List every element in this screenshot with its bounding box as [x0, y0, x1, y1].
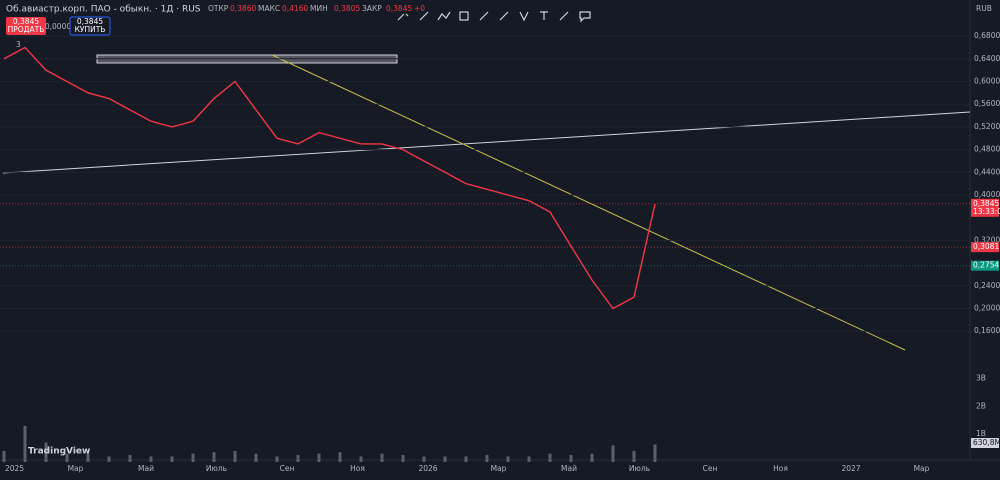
volume-bar [254, 453, 258, 462]
y-tick-label: 0,4400 [974, 167, 1000, 176]
volume-badge-label: 630,8M [973, 438, 1000, 447]
logo: TradingView [28, 447, 90, 457]
ohlc-label: МАКС [258, 4, 280, 13]
buy-button[interactable] [69, 16, 111, 36]
ohlc: ОТКР 0,3860 МАКС 0,4160 МИН 0,3805 ЗАКР 0,3845 +… [208, 4, 425, 13]
volume-bar [317, 453, 321, 462]
time-label: Ноя [350, 464, 365, 473]
time-label: 2027 [841, 464, 860, 473]
volume-bar [170, 456, 174, 462]
sell-button[interactable] [6, 17, 46, 35]
indicators-count[interactable]: 3 [16, 40, 21, 49]
buy-label: КУПИТЬ [75, 25, 106, 34]
volume-bar [569, 455, 573, 462]
volume-bar [23, 425, 27, 462]
price-pane: 0,6800 0,6400 0,6000 0,5600 0,5200 0,4800 0,44… [0, 31, 1000, 335]
symbol-title[interactable]: Об.авиастр.корп. ПАО - обыкн. · 1Д · RUS [6, 5, 201, 15]
y-tick-label: 0,1600 [974, 326, 1000, 335]
time-label: Июль [629, 464, 650, 473]
volume-bar [2, 450, 6, 462]
ohlc-value: 0,3845 [386, 4, 412, 13]
price-badge-time: 13:33:03 [973, 207, 1000, 216]
time-label: Сен [703, 464, 718, 473]
volume-tick-label: 2B [976, 401, 986, 410]
y-tick-label: 0,5200 [974, 122, 1000, 131]
sell-price: 0,3845 [13, 17, 39, 26]
y-tick-label: 0,6800 [974, 31, 1000, 40]
volume-tick-label: 3B [976, 374, 986, 383]
price-badge-label: 0,3845 [973, 199, 999, 208]
ohlc-value: 0,3860 [230, 4, 256, 13]
volume-bar [548, 453, 552, 462]
time-label: Июль [206, 464, 227, 473]
time-label: Мар [68, 464, 84, 473]
y-tick-label: 0,5600 [974, 99, 1000, 108]
time-label: Ноя [773, 464, 788, 473]
spread: 0,0000 [45, 22, 71, 31]
volume-bar [527, 456, 531, 462]
volume-bar [233, 450, 237, 462]
volume-bar [443, 456, 447, 462]
volume-bar [464, 456, 468, 462]
volume-bar [380, 453, 384, 462]
volume-bar [506, 456, 510, 462]
volume-tick-label: 1B [976, 429, 986, 438]
time-label: Май [138, 464, 154, 473]
volume-bar [359, 456, 363, 462]
y-tick-label: 0,4000 [974, 190, 1000, 199]
volume-bar [422, 456, 426, 462]
time-label: Сен [280, 464, 295, 473]
drawing-toolbar[interactable] [397, 11, 591, 23]
volume-bar [275, 456, 279, 462]
ohlc-value: 0,4160 [282, 4, 308, 13]
volume-bar [632, 450, 636, 462]
volume-bar [191, 453, 195, 462]
volume-bar [653, 444, 657, 462]
volume-bar [212, 452, 216, 462]
y-tick-label: 0,6400 [974, 54, 1000, 63]
ohlc-change: +0 [414, 4, 425, 13]
ohlc-label: МИН [310, 4, 328, 13]
volume-badge [971, 438, 999, 448]
sell-label: ПРОДАТЬ [8, 25, 45, 34]
volume-bar [107, 456, 111, 462]
y-tick-label: 0,2400 [974, 281, 1000, 290]
volume-bar [611, 445, 615, 462]
y-tick-label: 0,3200 [974, 235, 1000, 244]
y-tick-label: 0,4800 [974, 145, 1000, 154]
time-label: 2025 [5, 464, 24, 473]
volume-bar [65, 453, 69, 462]
price-badge [971, 260, 999, 271]
volume-bar [86, 453, 90, 462]
ohlc-label: ОТКР [208, 4, 229, 13]
price-badge-label: 0,2754 [973, 261, 999, 270]
price-badge [971, 242, 999, 253]
volume-bar [128, 455, 132, 462]
volume-bar [44, 442, 48, 462]
volume-bar [338, 452, 342, 462]
volume-bar [590, 453, 594, 462]
trend-line[interactable] [2, 111, 971, 174]
volume-bar [401, 455, 405, 462]
close-line [3, 46, 656, 310]
y-tick-label: 0,6000 [974, 77, 1000, 86]
buy-price: 0,3845 [77, 17, 103, 26]
y-tick-label: 0,2000 [974, 304, 1000, 313]
time-label: 2026 [418, 464, 437, 473]
volume-bar [296, 455, 300, 462]
ohlc-label: ЗАКР [362, 4, 382, 13]
volume-bar [149, 456, 153, 462]
price-badge-label: 0,3081 [973, 242, 999, 251]
ohlc-value: 0,3805 [334, 4, 360, 13]
time-label: Май [561, 464, 577, 473]
price-badge [971, 198, 999, 217]
currency[interactable]: RUB [976, 4, 992, 13]
time-label: Мар [914, 464, 930, 473]
time-label: Мар [491, 464, 507, 473]
volume-bar [485, 455, 489, 462]
